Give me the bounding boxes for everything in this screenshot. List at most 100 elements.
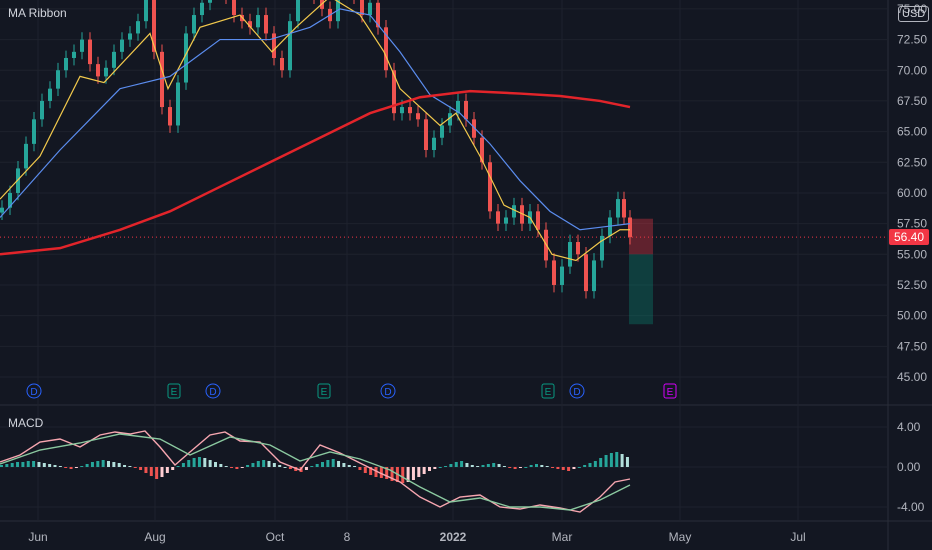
candle-body — [32, 119, 36, 144]
macd-histogram-bar — [224, 466, 228, 467]
macd-histogram-bar — [192, 458, 196, 467]
candle-body — [112, 51, 116, 68]
dividend-marker — [205, 383, 221, 399]
candle-body — [48, 88, 52, 101]
candle-body — [0, 207, 4, 213]
candle-body — [408, 107, 412, 114]
macd-histogram-bar — [321, 462, 324, 467]
y-tick-label: 67.50 — [897, 94, 927, 108]
event-marker: E — [167, 383, 181, 399]
macd-histogram-bar — [48, 464, 52, 467]
y-tick-label: 60.00 — [897, 186, 927, 200]
candle-body — [392, 70, 396, 114]
candle-body — [296, 0, 300, 22]
event-letter: D — [209, 387, 216, 398]
macd-histogram-bar — [96, 461, 100, 467]
macd-tick-label: 4.00 — [897, 420, 921, 434]
macd-histogram-bar — [155, 467, 159, 479]
x-tick-label: 8 — [344, 530, 351, 544]
macd-histogram-bar — [37, 462, 41, 467]
macd-histogram-bar — [160, 467, 164, 477]
candle-body — [432, 137, 436, 151]
candle-body — [248, 21, 252, 28]
macd-histogram-bar — [535, 464, 538, 467]
candle-body — [608, 217, 612, 236]
candle-body — [40, 100, 44, 120]
macd-histogram-bar — [545, 466, 549, 467]
macd-histogram-bar — [583, 465, 587, 467]
y-tick-label: 65.00 — [897, 125, 927, 139]
forecast-zone — [0, 218, 888, 325]
macd-histogram-bar — [10, 463, 14, 467]
dividend-marker — [380, 383, 396, 399]
macd-histogram-bar — [80, 466, 84, 467]
candle-body — [168, 107, 172, 126]
macd-histogram-bar — [85, 464, 89, 467]
macd-histogram-bar — [5, 464, 9, 467]
macd-histogram-bar — [401, 467, 405, 483]
candle-body — [152, 0, 156, 52]
macd-histogram-bar — [374, 467, 378, 477]
macd-histogram-bar — [438, 467, 442, 468]
macd-tick-label: -4.00 — [897, 500, 925, 514]
moving-average-line — [0, 89, 631, 256]
macd-histogram-bar — [272, 463, 276, 467]
y-tick-label: 52.50 — [897, 278, 927, 292]
earnings-marker — [317, 383, 331, 399]
macd-histogram-bar — [278, 465, 282, 467]
macd-histogram-bar — [428, 467, 431, 471]
candle-body — [488, 162, 492, 212]
macd-histogram-bar — [481, 465, 485, 467]
macd-histogram-bar — [149, 467, 153, 476]
event-letter: D — [30, 387, 37, 398]
candle-body — [56, 70, 60, 89]
event-letter: E — [545, 387, 552, 398]
moving-average-line — [0, 0, 630, 262]
macd-histogram-bar — [197, 457, 201, 467]
candle-body — [128, 33, 132, 40]
candle-body — [192, 15, 196, 34]
candle-body — [272, 33, 276, 58]
currency-badge[interactable]: USD — [898, 6, 930, 22]
event-marker: D — [380, 383, 396, 399]
candle-body — [232, 0, 236, 16]
candle-body — [560, 266, 564, 285]
macd-histogram-bar — [144, 467, 148, 473]
candle-body — [536, 211, 540, 230]
macd-line — [0, 433, 631, 511]
y-tick-label: 47.50 — [897, 339, 927, 353]
dividend-marker — [569, 383, 585, 399]
candle-body — [256, 15, 260, 28]
macd-histogram-bar — [331, 459, 335, 467]
candle-body — [424, 119, 428, 151]
axis-labels: Jun Aug Oct 8 2022 Mar May Jul 75.00 72.50 70.00 67… — [28, 2, 927, 544]
macd-histogram-bar — [476, 466, 480, 467]
macd-histogram-bar — [486, 464, 490, 467]
macd-histogram-bar — [529, 465, 533, 467]
candle-body — [8, 192, 12, 208]
candle-body — [264, 15, 268, 34]
macd-title: MACD — [8, 416, 44, 430]
macd-histogram-bar — [551, 467, 555, 468]
macd-histogram-bar — [107, 461, 110, 467]
macd-histogram-bar — [219, 464, 223, 467]
earnings-marker — [541, 383, 555, 399]
macd-histogram-bar — [444, 466, 448, 467]
candle-body — [512, 205, 516, 218]
macd-histogram-bar — [21, 462, 25, 467]
stop-loss-zone — [629, 218, 653, 255]
candle-body — [104, 67, 108, 77]
y-tick-label: 45.00 — [897, 370, 927, 384]
macd-histogram-bar — [342, 463, 346, 467]
candle-body — [440, 125, 444, 138]
macd-histogram-bar — [577, 467, 581, 468]
candle-body — [72, 51, 76, 58]
candle-body — [472, 119, 476, 138]
candle-body — [628, 217, 632, 238]
macd-histogram-bar — [379, 467, 383, 478]
candle-body — [120, 39, 124, 52]
macd-histogram-bar — [358, 467, 362, 470]
